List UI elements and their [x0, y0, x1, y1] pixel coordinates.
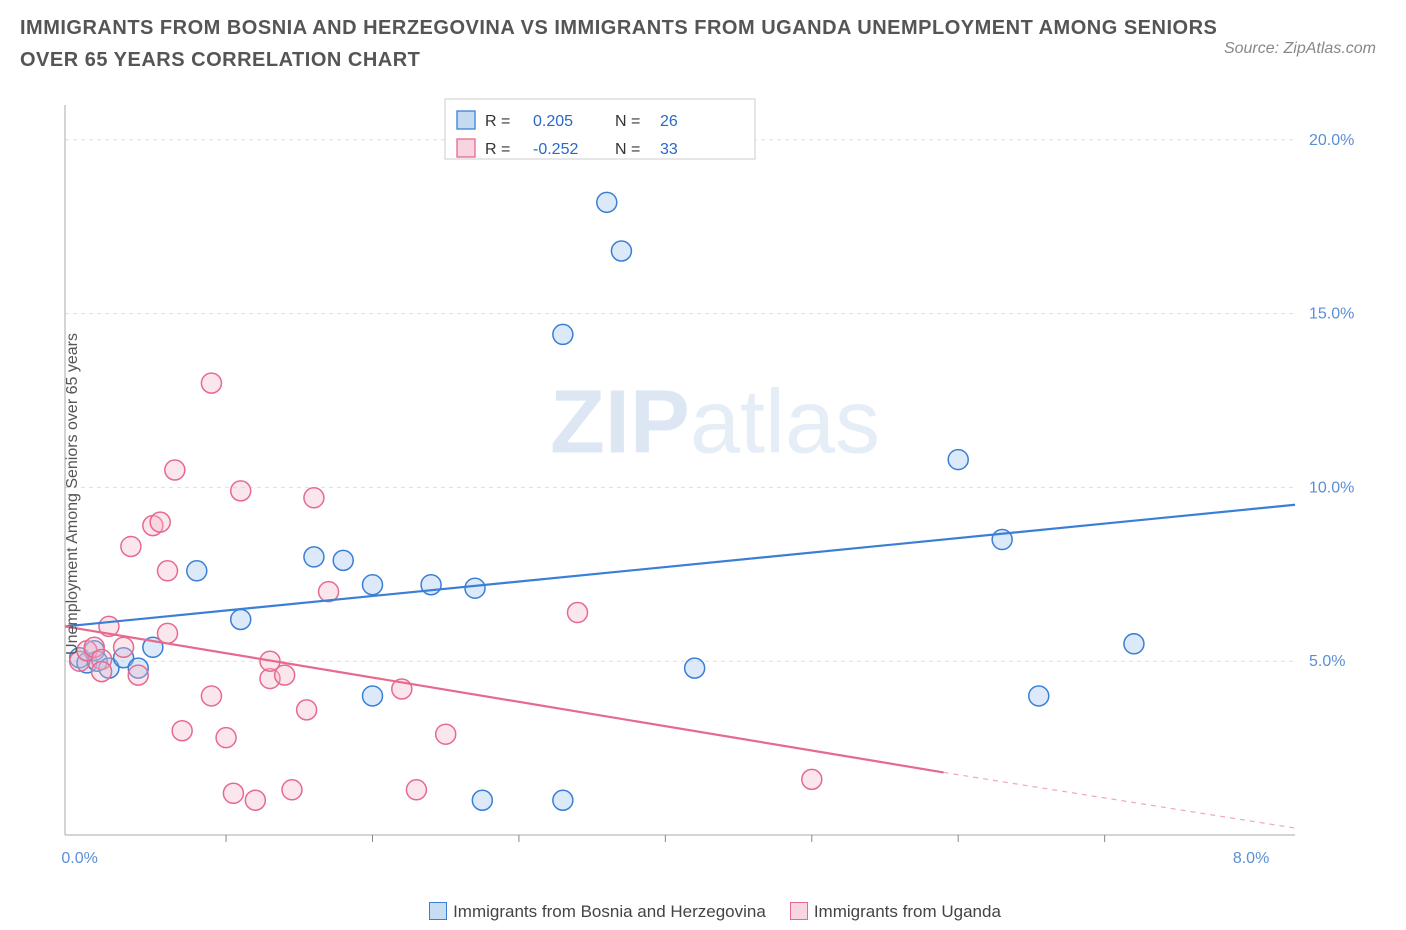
svg-text:33: 33 — [660, 141, 678, 158]
svg-text:N =: N = — [615, 113, 640, 130]
svg-text:15.0%: 15.0% — [1309, 306, 1354, 323]
svg-text:-0.252: -0.252 — [533, 141, 578, 158]
svg-text:R =: R = — [485, 113, 510, 130]
svg-text:0.205: 0.205 — [533, 113, 573, 130]
legend-swatch — [790, 902, 808, 920]
chart-title: IMMIGRANTS FROM BOSNIA AND HERZEGOVINA V… — [20, 12, 1226, 76]
legend-swatch — [429, 902, 447, 920]
svg-text:20.0%: 20.0% — [1309, 132, 1354, 149]
svg-text:26: 26 — [660, 113, 678, 130]
source-attribution: Source: ZipAtlas.com — [1224, 40, 1376, 58]
svg-text:8.0%: 8.0% — [1233, 850, 1269, 867]
bottom-legend: Immigrants from Bosnia and Herzegovina Im… — [0, 902, 1406, 922]
scatter-plot: 5.0% 10.0% 15.0% 20.0% 0.0% 8.0% R = 0.205 N = 26… — [55, 95, 1375, 875]
legend-label: Immigrants from Uganda — [814, 902, 1001, 921]
svg-text:10.0%: 10.0% — [1309, 479, 1354, 496]
svg-text:N =: N = — [615, 141, 640, 158]
y-axis-label: Unemployment Among Seniors over 65 years — [64, 333, 82, 655]
legend-label: Immigrants from Bosnia and Herzegovina — [453, 902, 766, 921]
svg-text:5.0%: 5.0% — [1309, 653, 1345, 670]
svg-text:0.0%: 0.0% — [61, 850, 97, 867]
svg-text:R =: R = — [485, 141, 510, 158]
chart-container: Unemployment Among Seniors over 65 years… — [55, 95, 1375, 875]
